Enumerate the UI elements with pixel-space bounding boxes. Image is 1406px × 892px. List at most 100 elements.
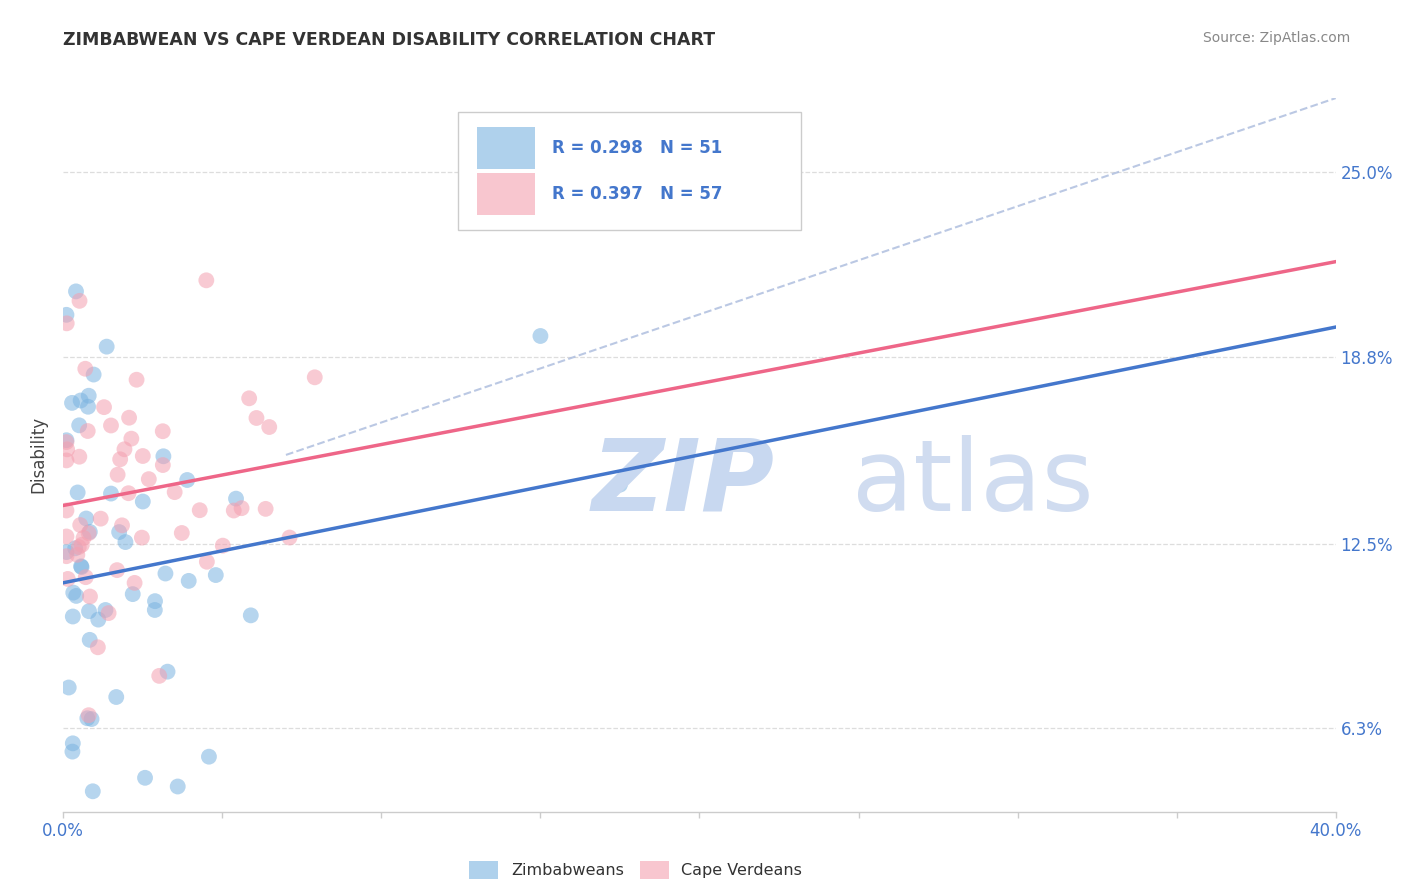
Point xyxy=(254,501,277,516)
Point xyxy=(131,531,153,545)
Point xyxy=(100,418,122,433)
Point xyxy=(70,559,93,574)
Point xyxy=(138,472,160,486)
Point xyxy=(66,548,89,562)
Point xyxy=(672,171,695,186)
Point xyxy=(97,606,120,620)
Point xyxy=(76,711,98,725)
Point xyxy=(77,400,100,414)
Point xyxy=(176,473,198,487)
Point xyxy=(56,572,79,586)
Point xyxy=(111,518,134,533)
Point xyxy=(107,467,129,482)
Point xyxy=(55,308,77,322)
Text: ZIP: ZIP xyxy=(592,435,775,532)
Point xyxy=(77,389,100,403)
Point xyxy=(198,749,221,764)
Point xyxy=(148,669,170,683)
Text: R = 0.397   N = 57: R = 0.397 N = 57 xyxy=(553,186,723,203)
Legend: Zimbabweans, Cape Verdeans: Zimbabweans, Cape Verdeans xyxy=(463,855,808,886)
Point xyxy=(204,568,226,582)
Point xyxy=(134,771,156,785)
Point xyxy=(55,545,77,559)
Point xyxy=(70,560,93,574)
Point xyxy=(105,690,128,704)
Point xyxy=(117,486,139,500)
Point xyxy=(118,410,141,425)
Point xyxy=(163,485,186,500)
Point xyxy=(155,566,177,581)
Point xyxy=(75,570,97,584)
Point xyxy=(143,594,166,608)
Point xyxy=(62,745,84,759)
Point xyxy=(304,370,326,384)
Point xyxy=(108,452,131,467)
FancyBboxPatch shape xyxy=(477,128,536,169)
Point xyxy=(55,434,77,448)
Point xyxy=(132,449,155,463)
Point xyxy=(55,435,77,450)
Point xyxy=(195,555,218,569)
Text: atlas: atlas xyxy=(852,435,1094,532)
Point xyxy=(231,501,253,516)
Point xyxy=(55,316,77,330)
Point xyxy=(170,526,193,541)
Point xyxy=(257,420,280,434)
Point xyxy=(72,531,94,545)
Point xyxy=(114,442,136,457)
Point xyxy=(67,418,90,433)
Point xyxy=(58,681,80,695)
Point xyxy=(79,632,101,647)
FancyBboxPatch shape xyxy=(477,173,536,215)
Point xyxy=(69,518,91,533)
Point xyxy=(121,587,143,601)
Point xyxy=(177,574,200,588)
Point xyxy=(222,503,245,517)
Point xyxy=(79,590,101,604)
Point xyxy=(87,640,110,655)
Point xyxy=(79,524,101,539)
Point xyxy=(195,273,218,287)
Point xyxy=(90,511,112,525)
Point xyxy=(77,526,100,541)
Point xyxy=(132,494,155,508)
Point xyxy=(70,538,93,552)
Point xyxy=(77,708,100,723)
Point xyxy=(609,477,631,491)
Point xyxy=(67,450,90,464)
Point xyxy=(75,361,97,376)
Point xyxy=(211,539,233,553)
Point xyxy=(75,511,97,525)
Point xyxy=(62,585,84,599)
Point xyxy=(238,392,260,406)
Point xyxy=(105,563,128,577)
Point xyxy=(93,400,115,414)
Point xyxy=(152,450,174,464)
Point xyxy=(94,603,117,617)
Point xyxy=(188,503,211,517)
Point xyxy=(239,608,262,623)
Point xyxy=(82,784,104,798)
Point xyxy=(62,736,84,750)
Point xyxy=(77,604,100,618)
Point xyxy=(529,329,551,343)
Point xyxy=(66,485,89,500)
Text: Source: ZipAtlas.com: Source: ZipAtlas.com xyxy=(1202,31,1350,45)
Point xyxy=(65,285,87,299)
Point xyxy=(108,524,131,539)
Text: ZIMBABWEAN VS CAPE VERDEAN DISABILITY CORRELATION CHART: ZIMBABWEAN VS CAPE VERDEAN DISABILITY CO… xyxy=(63,31,716,49)
Point xyxy=(156,665,179,679)
Point xyxy=(69,393,91,408)
Point xyxy=(87,613,110,627)
Point xyxy=(100,486,122,500)
Point xyxy=(143,603,166,617)
Point xyxy=(96,340,118,354)
Point xyxy=(62,609,84,624)
Point xyxy=(124,575,146,590)
Point xyxy=(69,293,91,308)
Point xyxy=(278,531,301,545)
Point xyxy=(55,453,77,467)
Point xyxy=(152,458,174,472)
Point xyxy=(225,491,247,506)
FancyBboxPatch shape xyxy=(458,112,801,230)
